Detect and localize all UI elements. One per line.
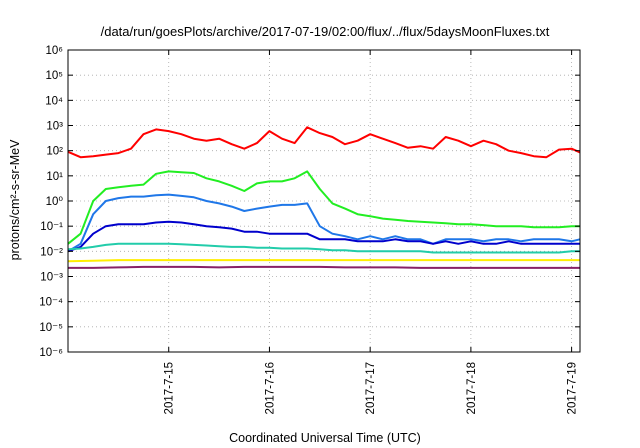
- y-tick-label: 10⁻³: [40, 272, 63, 284]
- grid: [68, 50, 580, 352]
- y-tick-label: 10²: [46, 146, 63, 158]
- series-line-4: [67, 220, 580, 253]
- x-tick-label: 2017-7-15: [164, 362, 176, 414]
- series-line-6: [67, 259, 580, 263]
- y-tick-label: 10³: [46, 121, 63, 133]
- x-axis-label: Coordinated Universal Time (UTC): [229, 431, 421, 445]
- series-group: [67, 126, 581, 269]
- series-line-1: [67, 126, 581, 159]
- y-tick-label: 10⁴: [45, 95, 63, 107]
- x-tick-label: 2017-7-18: [466, 362, 478, 414]
- y-tick-label: 10⁻⁵: [39, 322, 63, 334]
- series-line-7: [68, 265, 580, 269]
- chart-title: /data/run/goesPlots/archive/2017-07-19/0…: [101, 24, 550, 39]
- x-tick-label: 2017-7-16: [264, 362, 276, 414]
- y-tick-label: 10⁻⁴: [39, 297, 63, 309]
- y-axis-ticks: 10⁻⁶ 10⁻⁵ 10⁻⁴ 10⁻³ 10⁻² 10⁻¹ 10⁰ 10¹ 10² 10³ 10⁴ 1…: [39, 45, 580, 359]
- y-tick-label: 10¹: [46, 171, 63, 183]
- y-tick-label: 10⁶: [45, 45, 63, 57]
- series-line-3: [67, 193, 581, 253]
- y-tick-label: 10⁰: [46, 196, 64, 208]
- y-tick-label: 10⁻⁶: [39, 347, 63, 359]
- y-axis-label: protons/cm²-s-sr-MeV: [8, 139, 22, 261]
- series-line-5: [67, 242, 580, 254]
- x-tick-label: 2017-7-17: [365, 362, 377, 414]
- y-tick-label: 10⁻²: [40, 246, 63, 258]
- x-axis-ticks: 2017-7-15 2017-7-16 2017-7-17 2017-7-18 2017…: [164, 50, 579, 414]
- series-line-2: [67, 170, 580, 245]
- y-tick-label: 10⁻¹: [40, 221, 63, 233]
- y-tick-label: 10⁵: [45, 70, 63, 82]
- x-tick-label: 2017-7-19: [567, 362, 579, 414]
